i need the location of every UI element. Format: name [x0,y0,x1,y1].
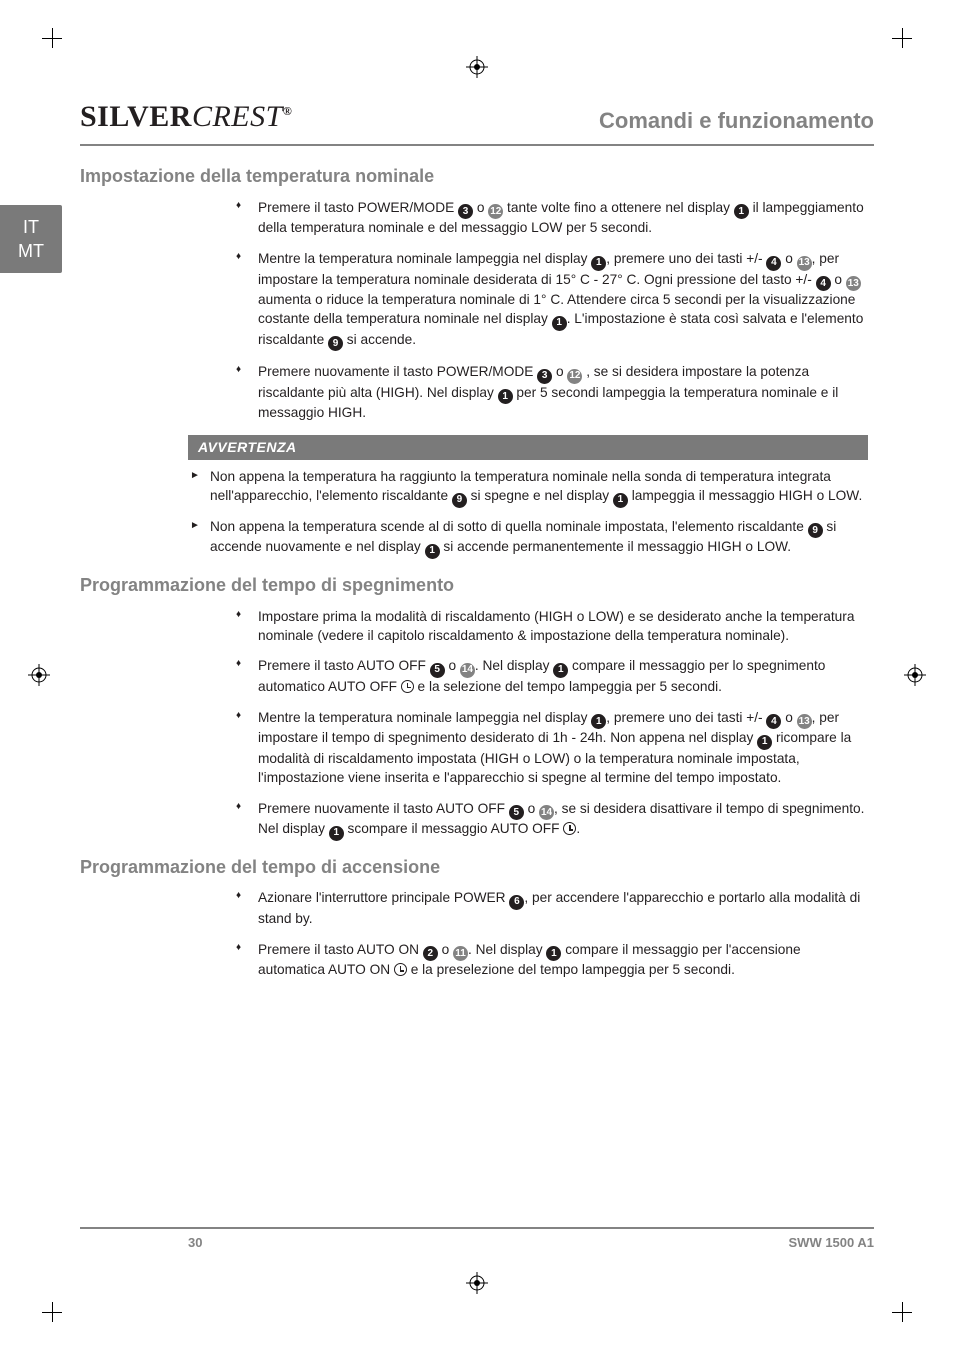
ref-3-icon: 3 [458,204,473,219]
section-title: Comandi e funzionamento [599,108,874,134]
ref-1-icon: 1 [329,826,344,841]
ref-11-icon: 11 [453,946,468,961]
ref-12-icon: 12 [567,369,582,384]
ref-4-icon: 4 [766,256,781,271]
ref-1-icon: 1 [552,316,567,331]
lang-line2: MT [18,239,44,263]
list-item: Non appena la temperatura scende al di s… [210,518,868,559]
ref-14-icon: 14 [539,805,554,820]
ref-1-icon: 1 [734,204,749,219]
ref-14-icon: 14 [460,663,475,678]
crop-mark [892,28,912,48]
ref-4-icon: 4 [816,276,831,291]
ref-1-icon: 1 [591,714,606,729]
registration-mark-icon [466,56,488,78]
ref-9-icon: 9 [328,336,343,351]
language-tab: IT MT [0,205,62,273]
ref-5-icon: 5 [509,805,524,820]
ref-13-icon: 13 [846,276,861,291]
heading-s1: Impostazione della temperatura nominale [80,164,868,189]
brand-sup: ® [283,104,292,118]
list-item: Premere nuovamente il tasto POWER/MODE 3… [258,363,868,423]
heading-s3: Programmazione del tempo di accensione [80,855,868,880]
brand-b: CREST [192,100,283,133]
registration-mark-icon [466,1272,488,1294]
bullet-list-s1: Premere il tasto POWER/MODE 3 o 12 tante… [188,199,868,423]
page-footer: 30 SWW 1500 A1 [80,1227,874,1250]
ref-13-icon: 13 [797,714,812,729]
ref-4-icon: 4 [766,714,781,729]
ref-9-icon: 9 [808,523,823,538]
list-item: Mentre la temperatura nominale lampeggia… [258,250,868,351]
ref-1-icon: 1 [553,663,568,678]
ref-1-icon: 1 [425,544,440,559]
list-item: Non appena la temperatura ha raggiunto l… [210,468,868,507]
ref-6-icon: 6 [509,895,524,910]
clock-icon [394,963,407,976]
ref-1-icon: 1 [613,493,628,508]
clock-icon [401,680,414,693]
brand-a: SILVER [80,100,192,133]
list-item: Mentre la temperatura nominale lampeggia… [258,709,868,788]
brand-logo: SILVERCREST® [80,100,292,134]
page-header: SILVERCREST® Comandi e funzionamento [80,100,874,140]
list-item: Impostare prima la modalità di riscaldam… [258,608,868,646]
crop-mark [42,28,62,48]
bullet-list-s2: Impostare prima la modalità di riscaldam… [188,608,868,841]
crop-mark [892,1302,912,1322]
registration-mark-icon [904,664,926,686]
ref-13-icon: 13 [797,256,812,271]
notice-label: AVVERTENZA [188,435,868,460]
registration-mark-icon [28,664,50,686]
ref-2-icon: 2 [423,946,438,961]
ref-12-icon: 12 [488,204,503,219]
ref-1-icon: 1 [498,389,513,404]
heading-s2: Programmazione del tempo di spegnimento [80,573,868,598]
header-rule [80,144,874,146]
bullet-list-s3: Azionare l'interruttore principale POWER… [188,889,868,980]
list-item: Premere il tasto AUTO ON 2 o 11. Nel dis… [258,941,868,980]
lang-line1: IT [23,215,39,239]
page-number: 30 [188,1235,202,1250]
clock-icon [563,822,576,835]
list-item: Premere nuovamente il tasto AUTO OFF 5 o… [258,800,868,841]
notice-list: Non appena la temperatura ha raggiunto l… [188,468,868,558]
ref-1-icon: 1 [546,946,561,961]
content-area: Impostazione della temperatura nominale … [188,164,868,980]
ref-1-icon: 1 [757,735,772,750]
ref-9-icon: 9 [452,493,467,508]
crop-mark [42,1302,62,1322]
ref-5-icon: 5 [430,663,445,678]
list-item: Premere il tasto POWER/MODE 3 o 12 tante… [258,199,868,238]
list-item: Premere il tasto AUTO OFF 5 o 14. Nel di… [258,657,868,696]
ref-1-icon: 1 [591,256,606,271]
page-body: SILVERCREST® Comandi e funzionamento Imp… [80,100,874,1250]
ref-3-icon: 3 [537,369,552,384]
list-item: Azionare l'interruttore principale POWER… [258,889,868,928]
model-label: SWW 1500 A1 [789,1235,875,1250]
